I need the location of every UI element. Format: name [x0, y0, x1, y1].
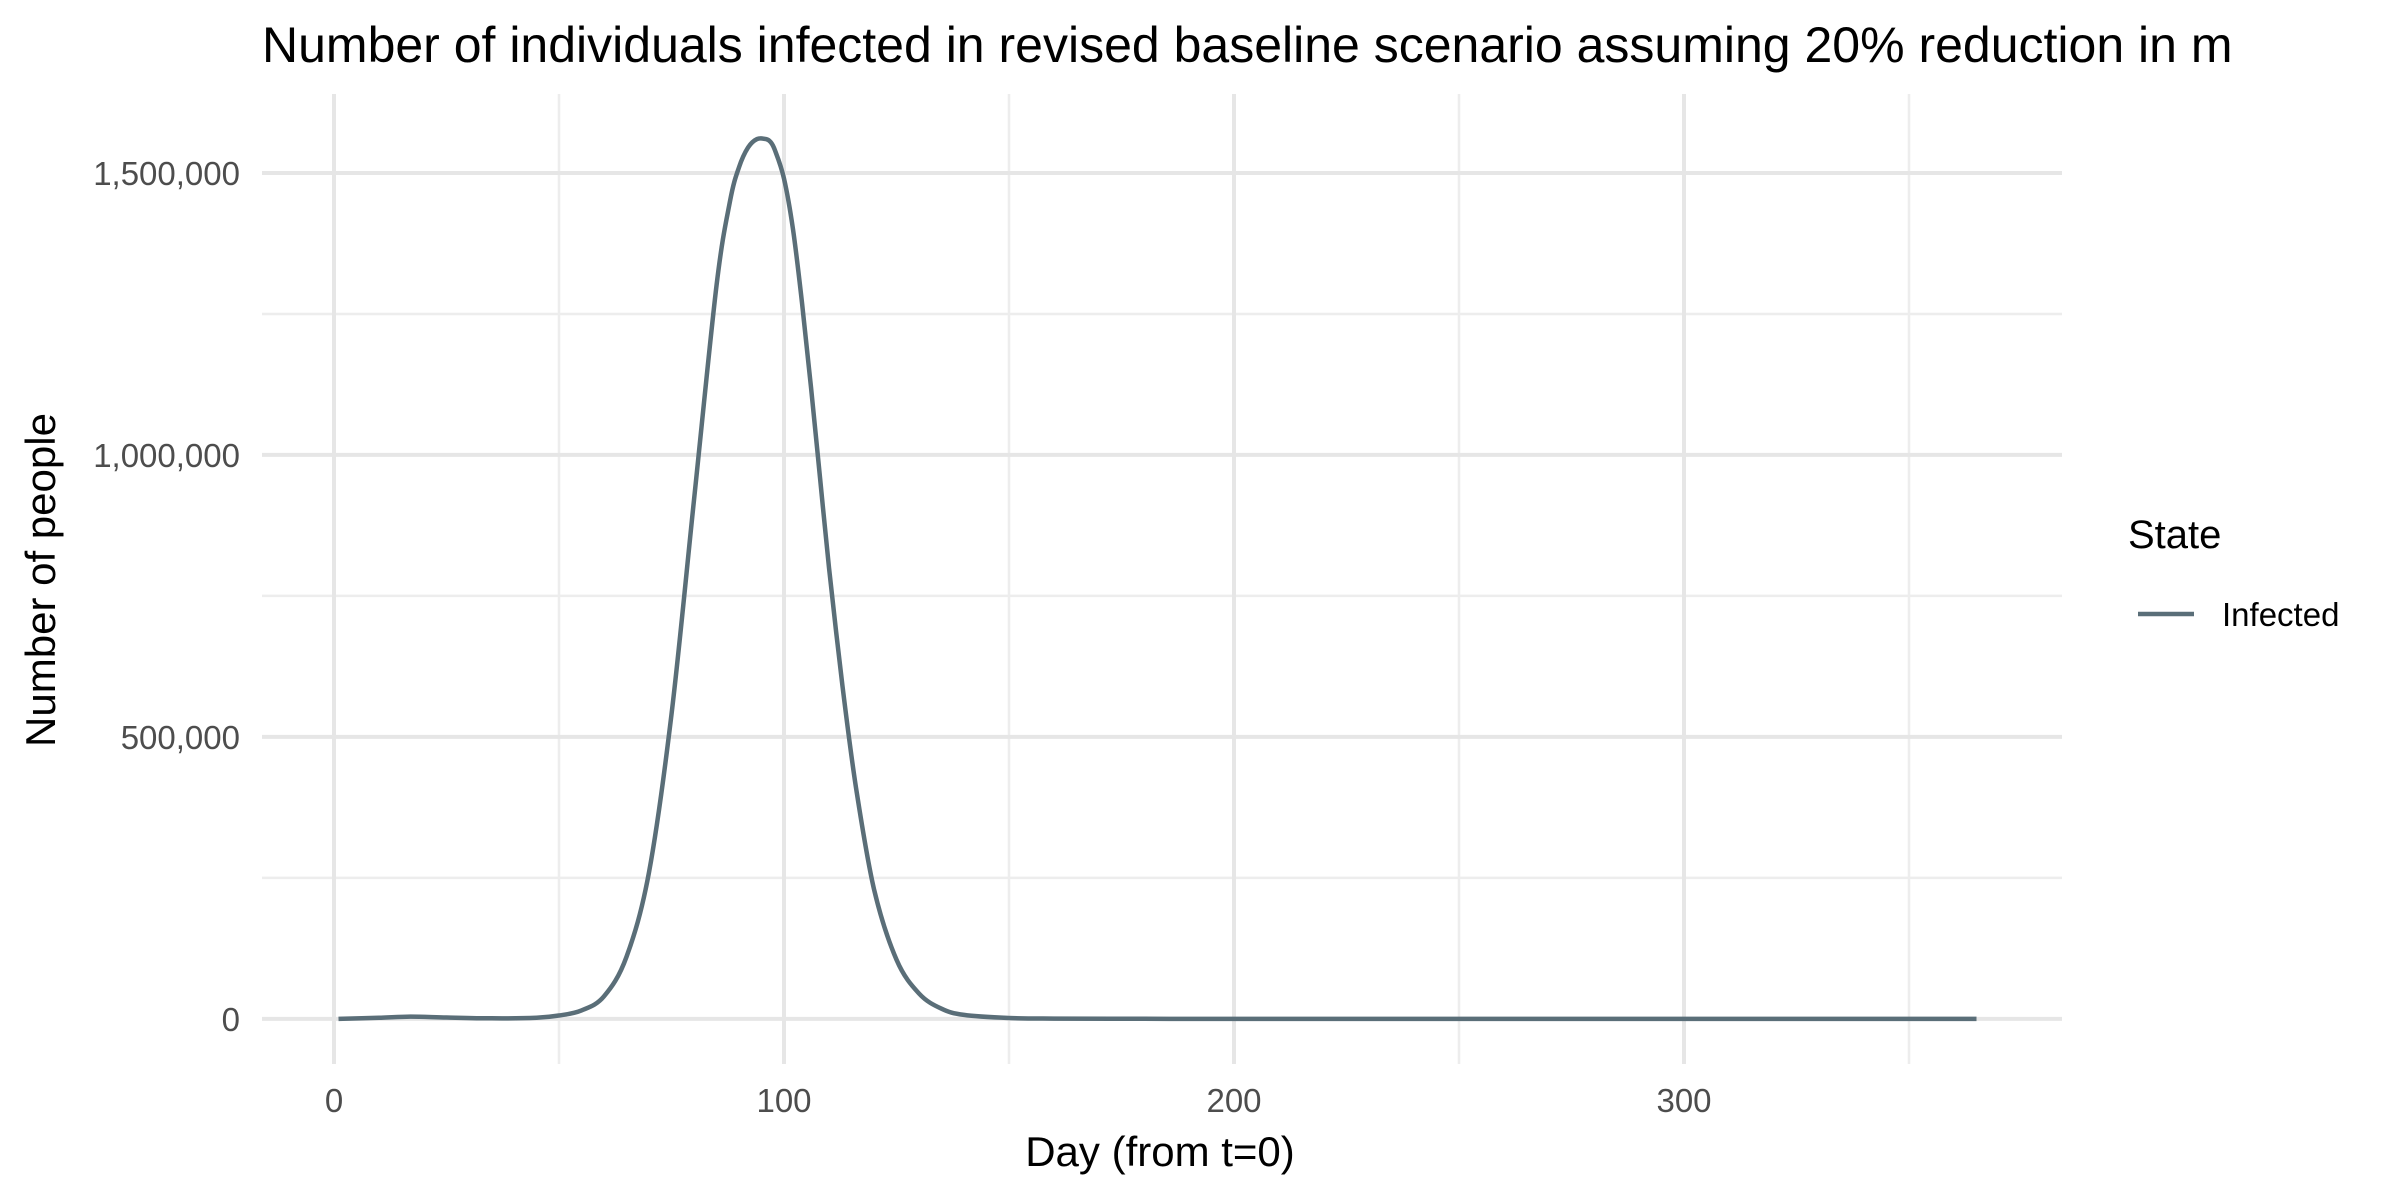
x-axis-title: Day (from t=0): [1025, 1128, 1295, 1175]
y-tick-label: 0: [222, 1001, 240, 1038]
y-axis-title: Number of people: [17, 413, 64, 747]
series-layer: [338, 136, 1977, 1022]
major-gridlines: [262, 94, 2062, 1064]
x-tick-label: 100: [756, 1082, 811, 1119]
legend-title: State: [2128, 513, 2221, 557]
y-tick-label: 1,000,000: [93, 437, 240, 474]
y-tick-label: 500,000: [121, 719, 240, 756]
x-tick-label: 300: [1656, 1082, 1711, 1119]
minor-gridlines: [262, 94, 2062, 1064]
x-tick-labels: 0 100 200 300: [325, 1082, 1712, 1119]
y-tick-label: 1,500,000: [93, 155, 240, 192]
y-tick-labels: 0 500,000 1,000,000 1,500,000: [93, 155, 240, 1038]
x-tick-label: 200: [1206, 1082, 1261, 1119]
series-line-infected: [338, 136, 1977, 1022]
chart-title: Number of individuals infected in revise…: [262, 17, 2232, 73]
x-tick-label: 0: [325, 1082, 343, 1119]
legend-label-infected: Infected: [2222, 596, 2339, 633]
legend: Infected: [2138, 596, 2339, 633]
